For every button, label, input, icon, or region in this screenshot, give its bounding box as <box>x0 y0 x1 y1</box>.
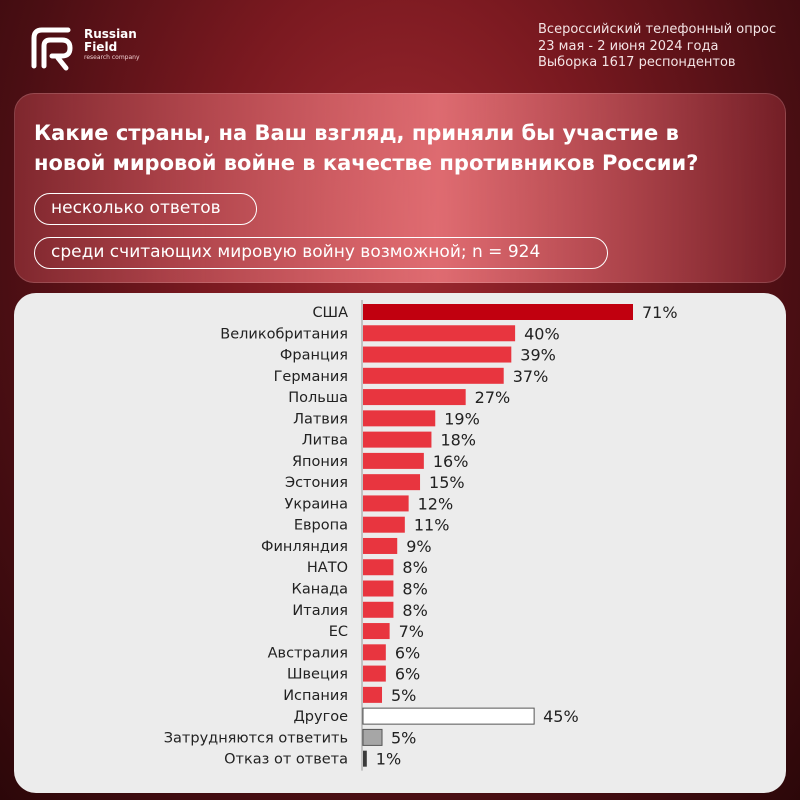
category-label: Испания <box>283 688 348 704</box>
bar <box>363 601 394 618</box>
bar <box>363 623 390 640</box>
bar <box>363 389 466 406</box>
value-label: 5% <box>391 728 416 747</box>
value-label: 15% <box>429 473 465 492</box>
category-label: Япония <box>292 454 348 470</box>
category-label: НАТО <box>307 560 348 576</box>
survey-info: Всероссийский телефонный опрос 23 мая - … <box>538 22 776 72</box>
category-label: Польша <box>288 390 348 406</box>
value-label: 8% <box>402 580 427 599</box>
category-label: Финляндия <box>261 539 348 555</box>
bar <box>363 580 394 597</box>
category-label: Германия <box>274 369 348 385</box>
value-label: 1% <box>376 750 401 769</box>
brand-tagline: research company <box>84 54 140 62</box>
question-box <box>14 93 786 283</box>
bar <box>362 728 383 746</box>
bar <box>362 707 535 725</box>
value-label: 40% <box>524 324 560 343</box>
value-label: 11% <box>414 516 450 535</box>
category-label: Австралия <box>268 645 348 661</box>
category-label: Затрудняются ответить <box>164 730 348 746</box>
value-label: 5% <box>391 686 416 705</box>
category-label: Канада <box>292 582 348 598</box>
brand: Russian Field research company <box>84 28 140 61</box>
bar <box>363 495 409 512</box>
value-label: 19% <box>444 409 480 428</box>
value-label: 8% <box>402 601 427 620</box>
value-label: 8% <box>402 558 427 577</box>
value-label: 27% <box>475 388 511 407</box>
category-label: Италия <box>292 603 348 619</box>
bar <box>363 559 394 576</box>
bar <box>363 304 633 320</box>
category-label: Литва <box>302 433 348 449</box>
value-label: 39% <box>520 346 556 365</box>
category-label: Великобритания <box>220 326 348 342</box>
category-label: Отказ от ответа <box>224 752 348 768</box>
value-label: 9% <box>406 537 431 556</box>
category-label: ЕС <box>329 624 348 640</box>
value-label: 71% <box>642 303 678 322</box>
category-label: Франция <box>280 348 348 364</box>
category-label: Швеция <box>287 667 348 683</box>
value-label: 37% <box>513 367 549 386</box>
category-label: Украина <box>285 496 348 512</box>
value-label: 7% <box>399 622 424 641</box>
question-title: Какие страны, на Ваш взгляд, приняли бы … <box>34 121 699 175</box>
note-sample-base: среди считающих мировую войну возможной;… <box>34 237 608 269</box>
category-label: Другое <box>293 709 348 725</box>
bar <box>363 474 421 491</box>
value-label: 16% <box>433 452 469 471</box>
bar <box>363 410 436 427</box>
value-label: 45% <box>543 707 579 726</box>
bar <box>363 665 386 682</box>
bar <box>363 367 504 384</box>
bar <box>363 346 512 363</box>
value-label: 12% <box>418 494 454 513</box>
bar <box>363 516 405 533</box>
category-label: Эстония <box>285 475 348 491</box>
bar <box>363 325 516 342</box>
bar <box>363 686 383 703</box>
bar-chart: США 71% Великобритания 40% Франция 39% Германи… <box>164 300 678 771</box>
bar <box>363 750 367 767</box>
note-multiple-answers: несколько ответов <box>34 193 257 225</box>
rf-logo-icon <box>31 27 73 71</box>
survey-info-line3: Выборка 1617 респондентов <box>538 55 736 70</box>
brand-name-line1: Russian <box>84 27 137 41</box>
value-label: 6% <box>395 665 420 684</box>
category-label: Латвия <box>293 411 348 427</box>
chart-panel: США 71% Великобритания 40% Франция 39% Германи… <box>14 293 786 793</box>
bar <box>363 537 398 554</box>
category-label: Европа <box>294 518 348 534</box>
bar <box>363 431 432 448</box>
brand-name-line2: Field <box>84 39 118 54</box>
bar <box>363 452 424 469</box>
survey-info-line2: 23 мая - 2 июня 2024 года <box>538 38 719 54</box>
value-label: 6% <box>395 643 420 662</box>
value-label: 18% <box>440 431 476 450</box>
category-label: США <box>312 305 348 321</box>
survey-info-line1: Всероссийский телефонный опрос <box>538 22 777 37</box>
bar <box>363 644 386 661</box>
